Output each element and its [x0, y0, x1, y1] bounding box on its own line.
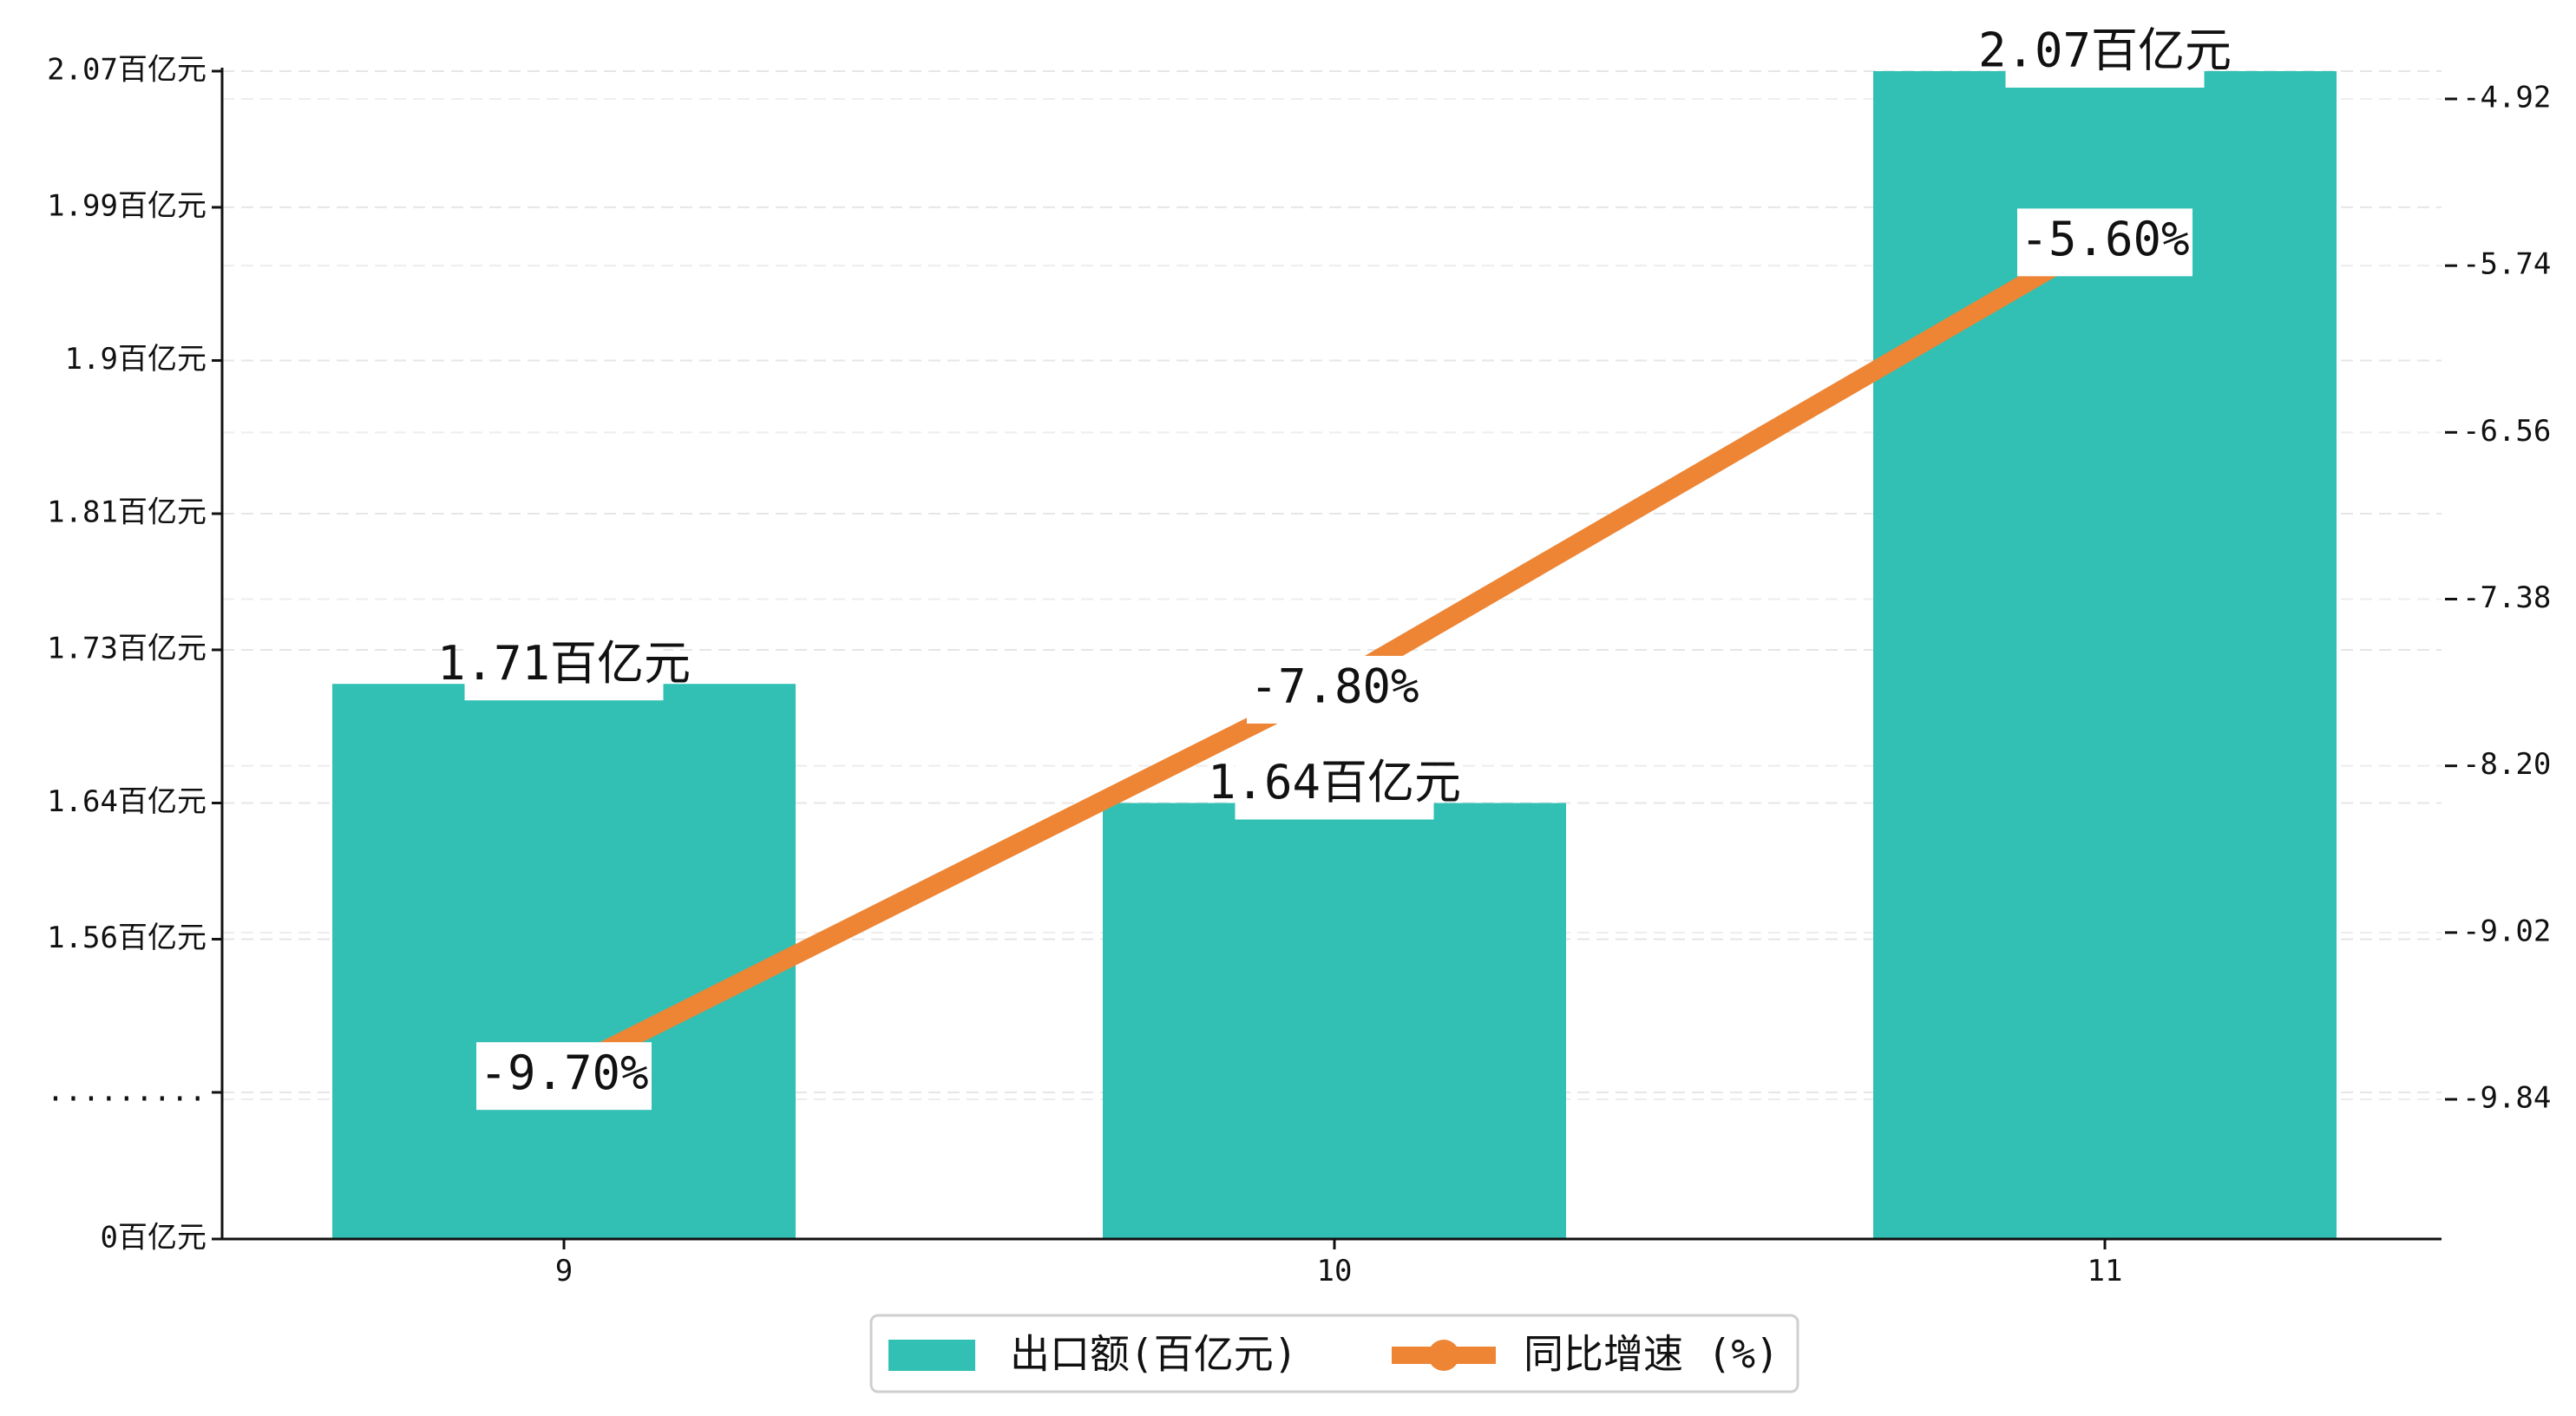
- line-label-9-bg: [476, 1042, 652, 1111]
- bar-label-11: 2.07百亿元: [1978, 23, 2232, 78]
- left-tick-label: 1.73百亿元: [47, 631, 206, 665]
- bar-10: [1103, 803, 1566, 1239]
- left-tick-label: .........: [47, 1074, 206, 1109]
- right-tick-label: -7.38: [2462, 580, 2551, 615]
- legend-bar-label: 出口额(百亿元): [1010, 1331, 1297, 1378]
- line-label-9: -9.70%: [479, 1046, 648, 1100]
- legend-line-marker: [1428, 1340, 1459, 1371]
- right-tick-label: -9.02: [2462, 914, 2551, 948]
- right-tick-label: -8.20: [2462, 747, 2551, 782]
- right-tick-label: -5.74: [2462, 247, 2551, 282]
- legend-bar-swatch: [888, 1340, 975, 1371]
- left-tick-label: 1.56百亿元: [47, 921, 206, 955]
- axes: 0百亿元......... 1.56百亿元 1.64百亿元 1.73百亿元 1.81百亿…: [47, 53, 2552, 1289]
- left-tick-label: 2.07百亿元: [47, 53, 206, 88]
- data-labels: 1.71百亿元 1.64百亿元 2.07百亿元 -9.70% -7.80% -5.60%: [437, 20, 2232, 1111]
- line-label-10: -7.80%: [1249, 659, 1419, 714]
- bar-label-10-bg: [1235, 751, 1434, 820]
- bar-label-9-bg: [464, 633, 664, 701]
- right-tick-label: -9.84: [2462, 1081, 2551, 1116]
- x-tick-label: 9: [555, 1254, 573, 1288]
- bar-label-11-bg: [2005, 20, 2205, 88]
- bar-9: [332, 684, 796, 1239]
- legend-box: [869, 1314, 1799, 1393]
- right-tick-label: -6.56: [2462, 414, 2551, 449]
- legend-line-label: 同比增速 (%): [1524, 1331, 1780, 1378]
- legend: 出口额(百亿元) 同比增速 (%): [869, 1314, 1799, 1393]
- x-tick-label: 10: [1317, 1254, 1353, 1288]
- left-tick-label: 1.9百亿元: [65, 342, 206, 377]
- left-tick-label: 1.64百亿元: [47, 784, 206, 819]
- left-tick-label: 0百亿元: [101, 1221, 206, 1255]
- line-label-11-bg: [2017, 208, 2193, 277]
- bar-label-10: 1.64百亿元: [1208, 755, 1461, 810]
- left-tick-label: 1.81百亿元: [47, 495, 206, 530]
- bars: [332, 71, 2337, 1239]
- left-tick-label: 1.99百亿元: [47, 188, 206, 223]
- bar-label-9: 1.71百亿元: [437, 636, 691, 691]
- x-tick-label: 11: [2088, 1254, 2123, 1288]
- right-tick-label: -4.92: [2462, 81, 2551, 115]
- line-label-11: -5.60%: [2020, 212, 2189, 266]
- line-label-10-bg: [1247, 655, 1422, 724]
